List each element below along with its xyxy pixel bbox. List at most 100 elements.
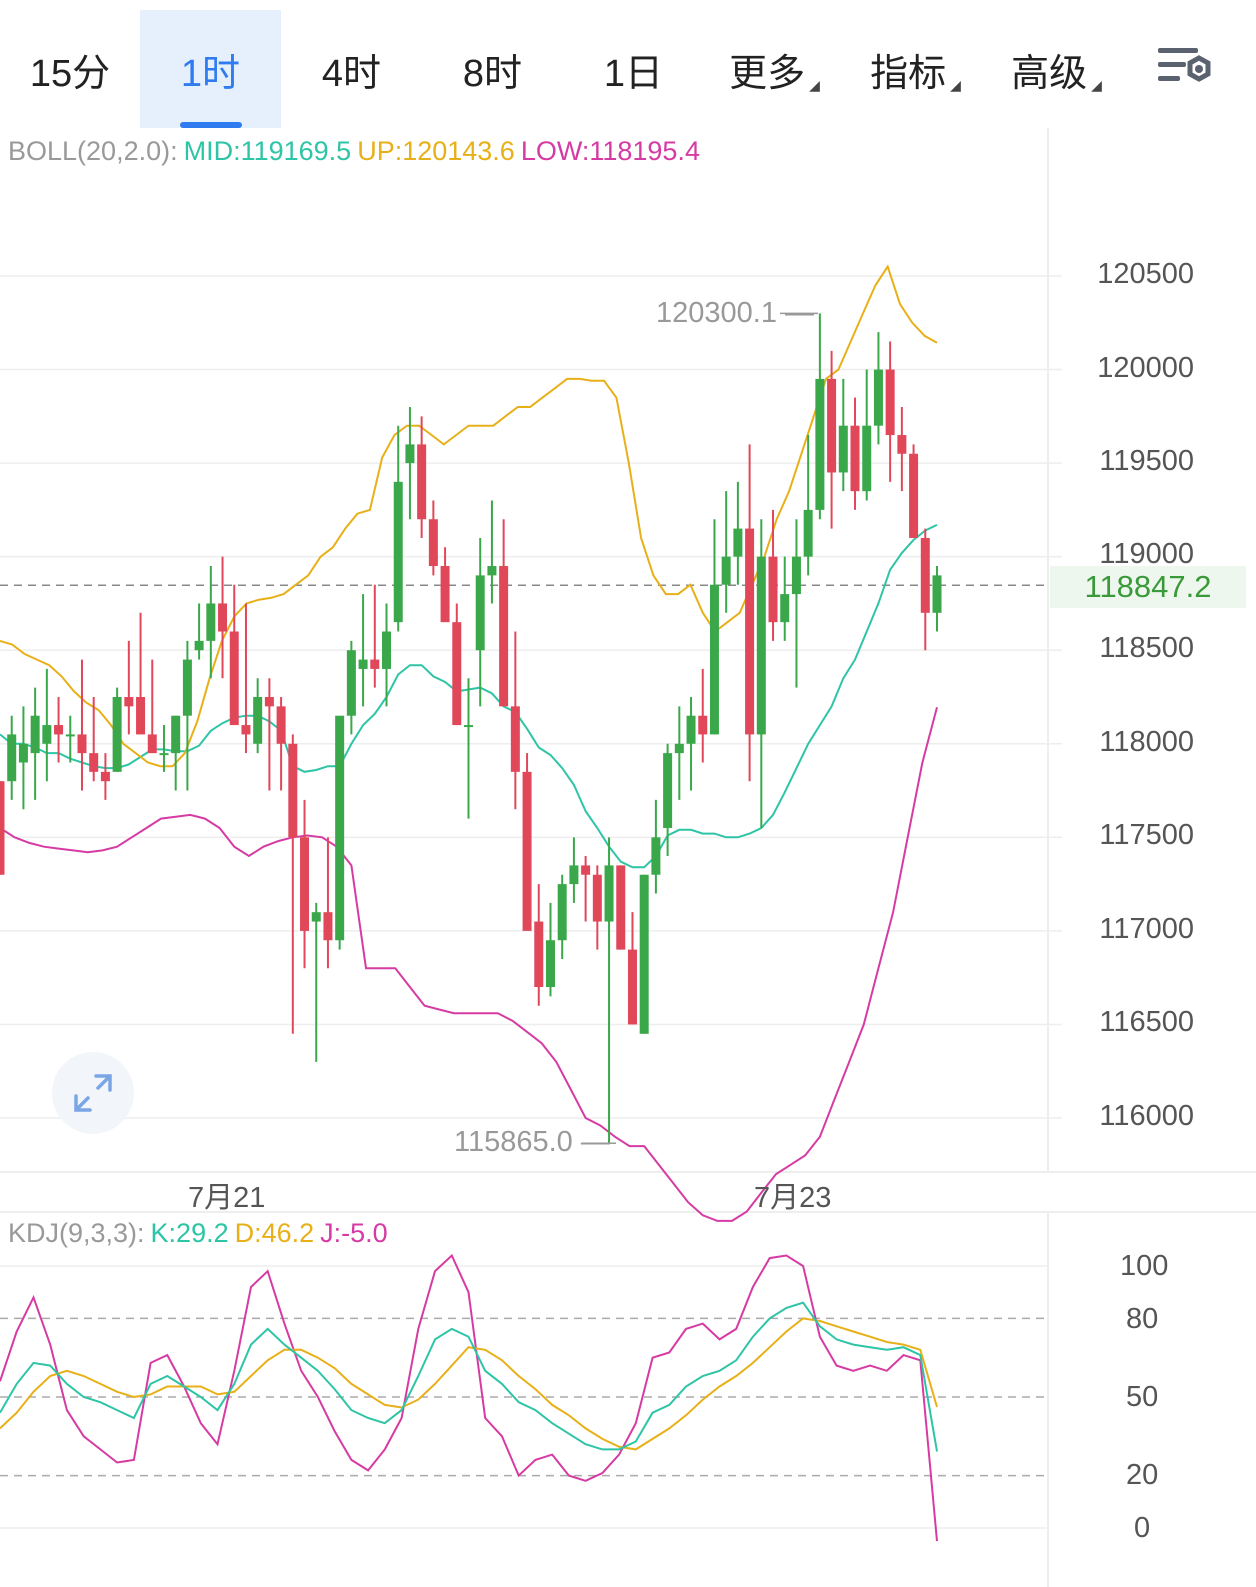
min-price-value: 115865.0	[454, 1126, 573, 1158]
candle-body	[112, 697, 122, 772]
price-tick: 120000	[1097, 352, 1194, 384]
candle-body	[522, 771, 532, 931]
candle-body	[136, 697, 146, 735]
price-tick: 117000	[1099, 913, 1194, 945]
candle-body	[65, 734, 75, 737]
candle-body	[862, 425, 872, 492]
candle-body	[674, 743, 684, 754]
candle-body	[54, 725, 64, 735]
candle-body	[264, 697, 274, 707]
candle-body	[417, 444, 427, 520]
candle-body	[77, 734, 87, 754]
price-tick: 119000	[1099, 538, 1194, 570]
fullscreen-button[interactable]	[52, 1052, 134, 1134]
candle-body	[592, 874, 602, 922]
candle-body	[323, 912, 333, 941]
candle-body	[803, 509, 813, 557]
interval-tabs: 15分 1时 4时 8时 1日 更多 ◢ 指标 ◢ 高级 ◢	[0, 0, 1256, 128]
kdj-d-line	[0, 1317, 938, 1451]
candle-body	[909, 453, 919, 538]
candle-body	[686, 715, 696, 744]
kdj-tick: 100	[1120, 1250, 1169, 1282]
tab-15m[interactable]: 15分	[0, 10, 140, 128]
active-tab-indicator	[179, 122, 242, 128]
candle-body	[370, 659, 380, 669]
price-tick: 116500	[1099, 1006, 1194, 1038]
candle-body	[815, 378, 825, 510]
kdj-d: D:46.2	[234, 1218, 315, 1248]
candle-body	[346, 650, 356, 716]
candle-body	[897, 435, 907, 454]
tab-label: 指标	[870, 52, 947, 95]
candle-body	[194, 640, 204, 651]
candle-body	[335, 715, 345, 941]
candle-body	[627, 949, 637, 1025]
kdj-j-line	[0, 1253, 938, 1542]
candle-body	[604, 865, 614, 922]
price-tick: 118000	[1099, 726, 1194, 758]
tab-label: 更多	[729, 52, 806, 95]
candle-body	[464, 725, 473, 728]
x-axis-label: 7月21	[188, 1182, 266, 1214]
candle-body	[229, 631, 239, 726]
candle-body	[499, 566, 509, 707]
candle-body	[616, 865, 626, 950]
candle-body	[276, 706, 286, 744]
tab-label: 1时	[180, 52, 241, 95]
candle-body	[171, 715, 181, 754]
candle-body	[18, 743, 28, 763]
candle-body	[42, 725, 52, 744]
candle-body	[440, 566, 450, 623]
candle-body	[405, 444, 415, 464]
boll-low: LOW:118195.4	[520, 136, 700, 166]
candle-body	[557, 884, 567, 941]
tab-label: 4时	[321, 52, 382, 95]
candle-body	[89, 753, 99, 772]
tab-label: 8时	[462, 52, 523, 95]
candle-body	[382, 631, 392, 669]
min-price-label: 115865.0 —	[454, 1126, 610, 1158]
candle-body	[733, 528, 743, 557]
candle-body	[932, 575, 942, 613]
candle-body	[147, 734, 157, 754]
tab-1h[interactable]: 1时	[140, 10, 281, 128]
candle-body	[873, 369, 883, 426]
tab-more[interactable]: 更多 ◢	[704, 10, 845, 128]
candle-body	[182, 659, 192, 716]
candle-body	[288, 743, 298, 838]
boll-low-line	[0, 706, 938, 1222]
candle-body	[241, 725, 251, 735]
candle-body	[745, 528, 755, 735]
candle-body	[124, 697, 134, 707]
tab-indicators[interactable]: 指标 ◢	[845, 10, 986, 128]
kdj-j: J:-5.0	[320, 1218, 388, 1248]
tab-8h[interactable]: 8时	[422, 10, 563, 128]
boll-mid: MID:119169.5	[183, 136, 352, 166]
candle-body	[756, 556, 766, 735]
tab-4h[interactable]: 4时	[281, 10, 422, 128]
price-tick: 118500	[1099, 632, 1194, 664]
candle-body	[838, 425, 848, 473]
boll-name: BOLL(20,2.0):	[8, 136, 178, 166]
kdj-tick: 80	[1126, 1303, 1159, 1335]
candle-body	[358, 659, 368, 669]
candle-body	[768, 556, 778, 623]
chart-settings-icon[interactable]	[1156, 44, 1216, 96]
price-tick: 117500	[1099, 819, 1194, 851]
candle-body	[253, 697, 263, 744]
candle-body	[827, 378, 837, 473]
kdj-k-line	[0, 1301, 938, 1452]
candle-body	[510, 706, 520, 772]
boll-up: UP:120143.6	[357, 136, 515, 166]
price-tick: 120500	[1097, 258, 1194, 290]
dropdown-corner-icon: ◢	[950, 77, 961, 93]
candle-body	[311, 912, 321, 922]
dropdown-corner-icon: ◢	[809, 77, 820, 93]
tab-label: 高级	[1011, 52, 1088, 95]
tab-1d[interactable]: 1日	[563, 10, 704, 128]
candle-body	[487, 566, 497, 576]
tab-advanced[interactable]: 高级 ◢	[986, 10, 1127, 128]
kdj-tick: 50	[1126, 1381, 1159, 1413]
max-price-value: 120300.1	[656, 297, 777, 329]
